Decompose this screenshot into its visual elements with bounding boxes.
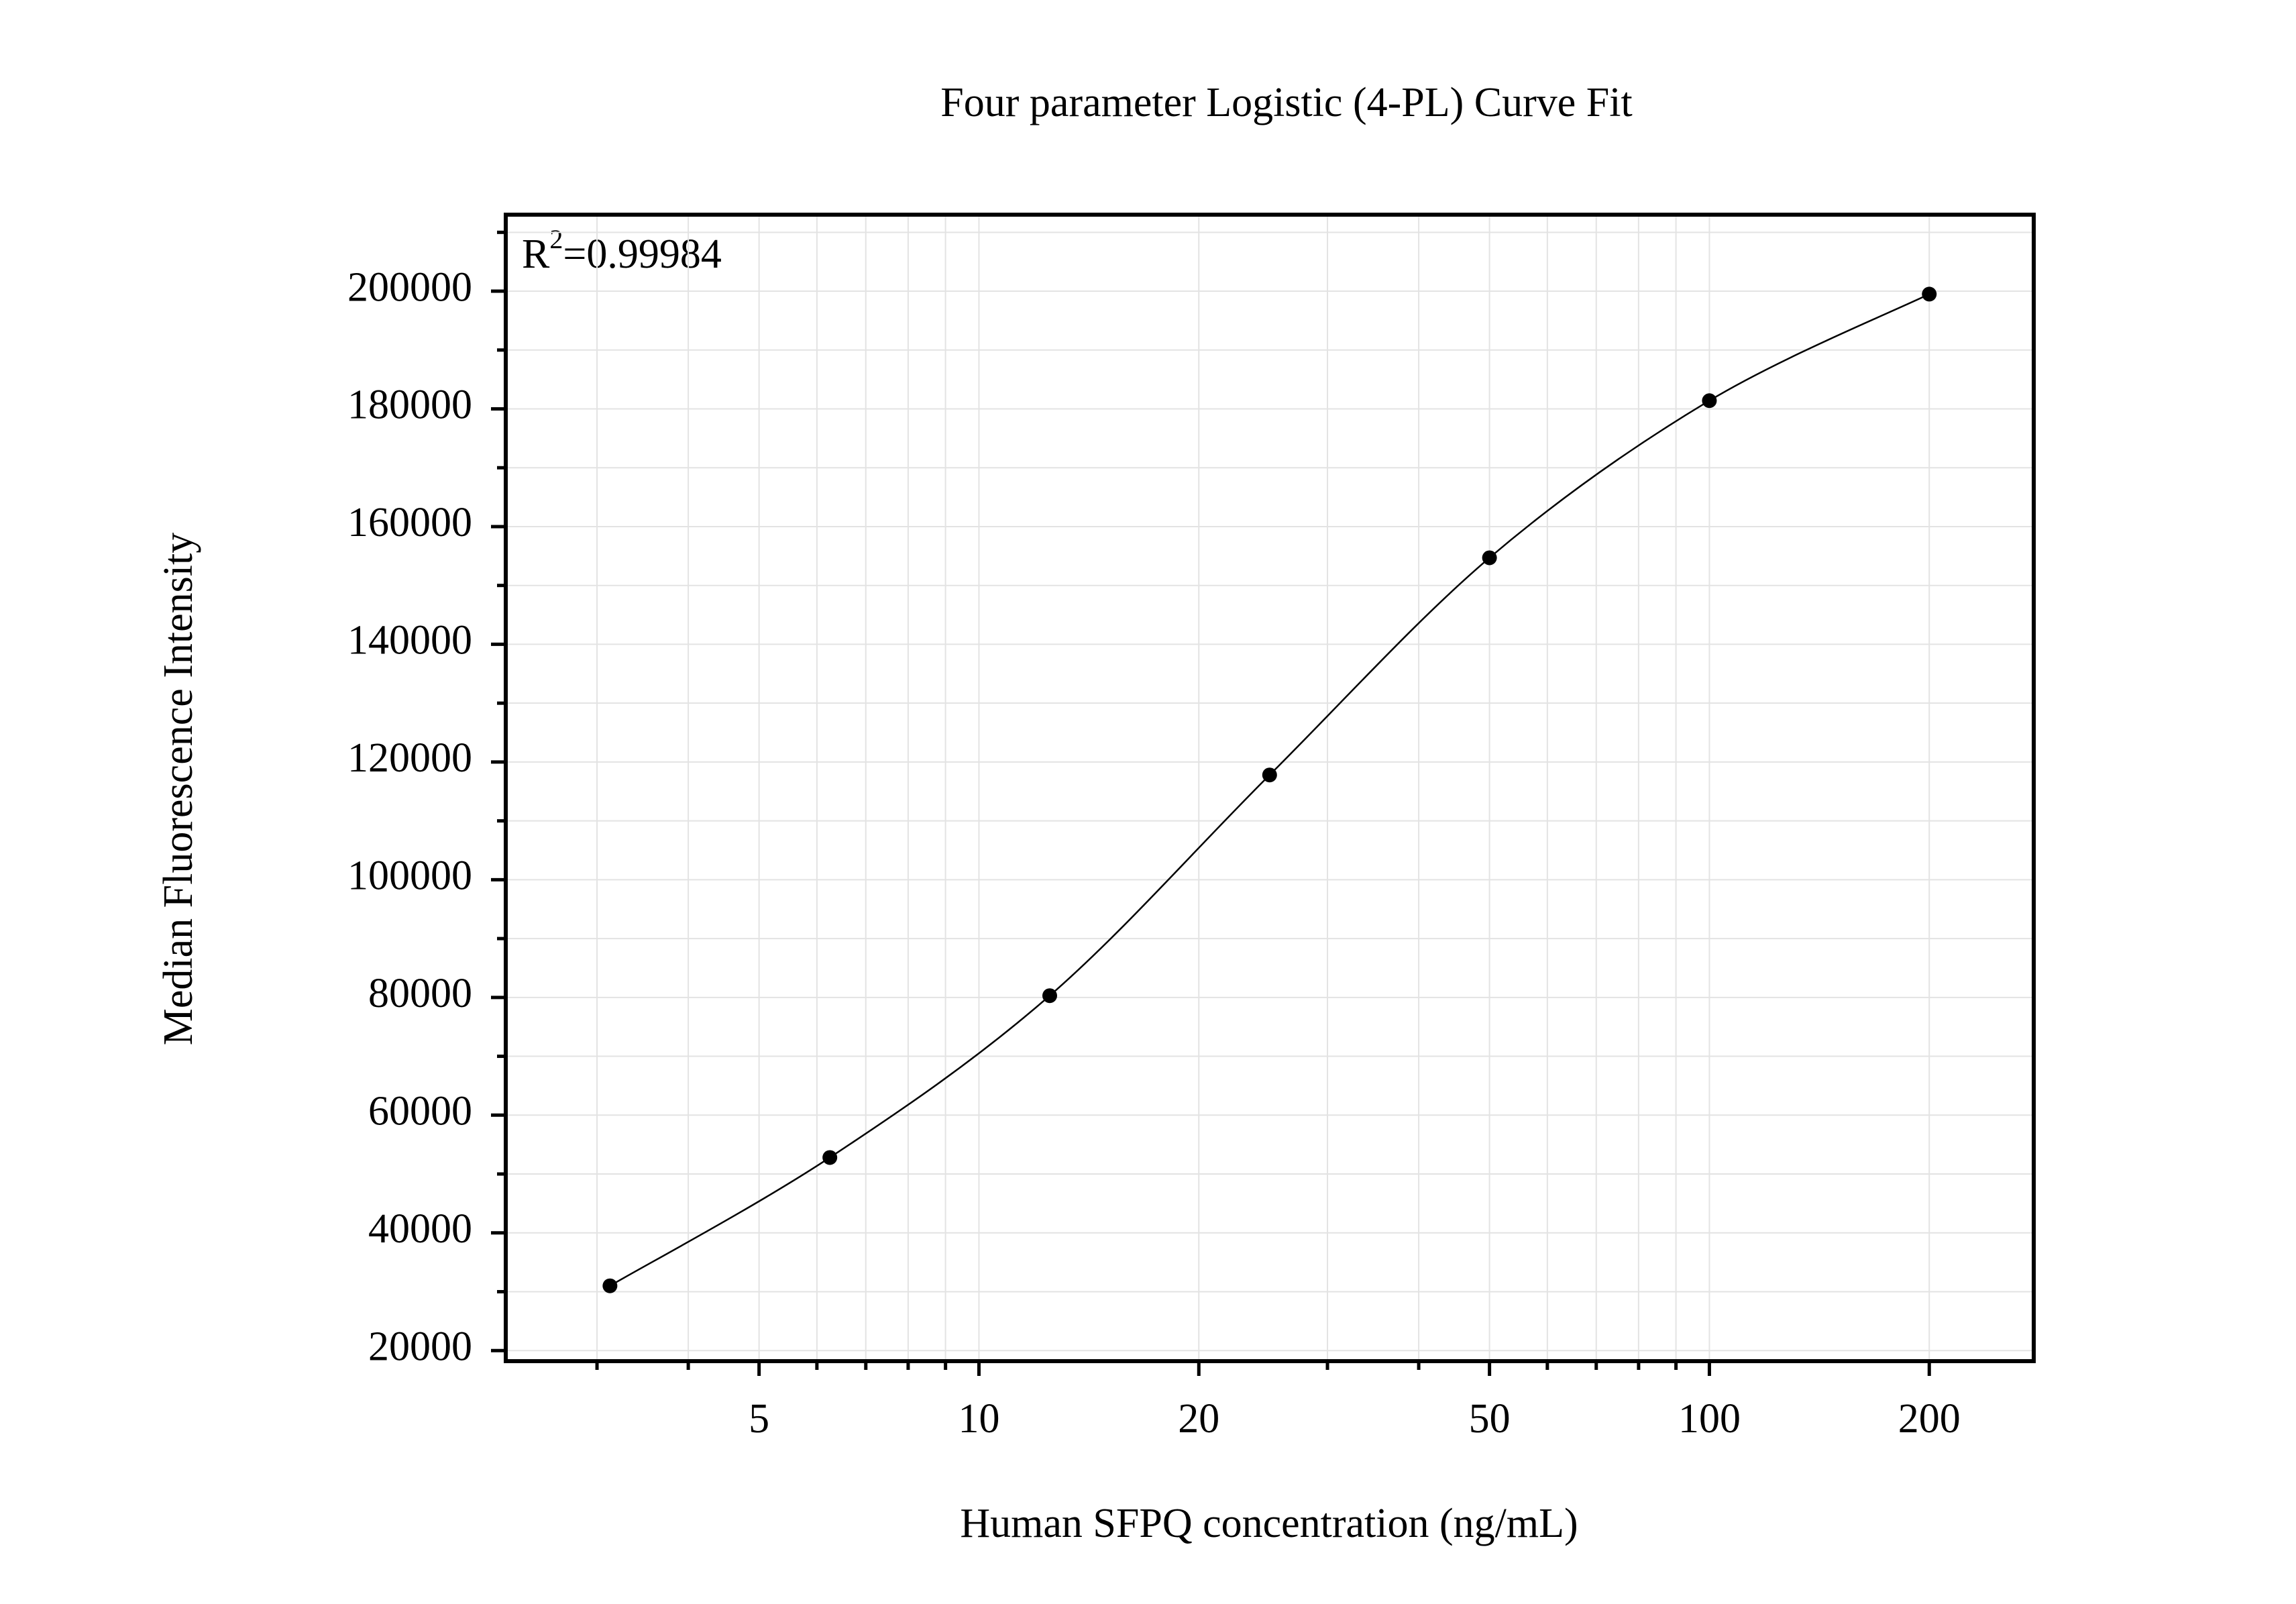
x-tick-label: 5	[749, 1396, 769, 1442]
data-point	[1702, 393, 1717, 409]
data-point	[1262, 767, 1277, 783]
data-point	[1042, 988, 1057, 1004]
r-squared: R2=0.99984	[522, 224, 722, 277]
data-point	[1922, 286, 1937, 302]
y-tick-label: 20000	[368, 1324, 472, 1369]
y-tick-label: 40000	[368, 1206, 472, 1252]
plot-frame	[504, 213, 2036, 1363]
x-tick-label: 100	[1678, 1396, 1741, 1442]
data-point	[822, 1150, 838, 1165]
y-tick-label: 120000	[347, 735, 472, 781]
y-tick-label: 60000	[368, 1089, 472, 1134]
r-sup: 2	[549, 224, 563, 254]
x-tick-label: 200	[1898, 1396, 1961, 1442]
data-point	[1482, 550, 1497, 566]
y-tick-label: 200000	[347, 264, 472, 310]
data-point	[602, 1278, 618, 1293]
y-axis-label: Median Fluorescence Intensity	[156, 533, 201, 1045]
y-tick-label: 160000	[347, 500, 472, 545]
x-tick-label: 50	[1469, 1396, 1511, 1442]
x-tick-label: 10	[958, 1396, 999, 1442]
r-base: R	[522, 231, 550, 277]
y-tick-label: 100000	[347, 853, 472, 899]
r-rest: =0.99984	[563, 231, 721, 277]
x-axis-label: Human SFPQ concentration (ng/mL)	[960, 1501, 1578, 1546]
x-tick-label: 20	[1178, 1396, 1219, 1442]
y-tick-label: 140000	[347, 618, 472, 663]
y-tick-label: 80000	[368, 971, 472, 1016]
chart-title: Four parameter Logistic (4-PL) Curve Fit	[940, 80, 1632, 125]
y-tick-label: 180000	[347, 382, 472, 428]
fit-curve	[609, 293, 1930, 1287]
